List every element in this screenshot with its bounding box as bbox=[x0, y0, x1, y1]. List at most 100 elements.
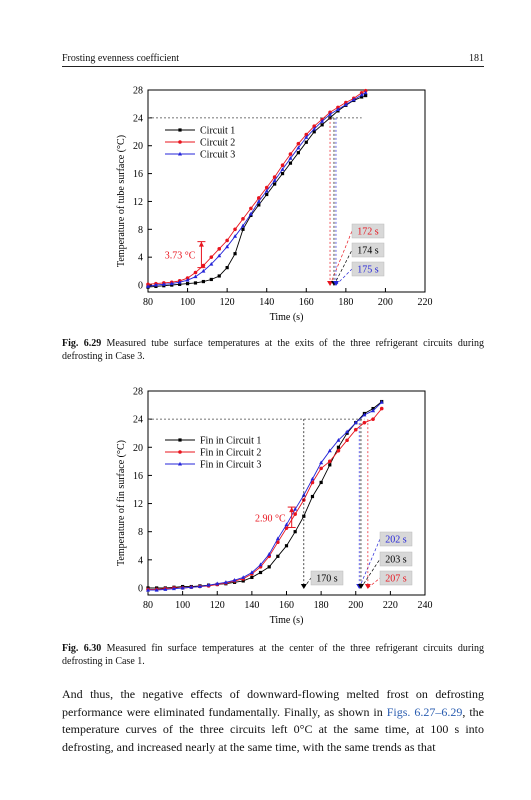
x-tick-label: 140 bbox=[244, 600, 259, 611]
callout-arrow bbox=[300, 583, 307, 589]
data-point bbox=[363, 90, 368, 95]
legend-marker bbox=[178, 438, 182, 442]
data-point bbox=[241, 575, 246, 579]
data-point bbox=[276, 540, 280, 545]
data-point bbox=[288, 161, 293, 165]
data-point bbox=[178, 282, 182, 286]
data-point bbox=[217, 253, 222, 258]
data-point bbox=[328, 463, 332, 467]
y-tick-label: 28 bbox=[133, 86, 143, 97]
data-point bbox=[193, 270, 198, 275]
data-point bbox=[351, 97, 356, 102]
data-point bbox=[185, 282, 190, 286]
callout-box bbox=[379, 531, 413, 547]
data-point bbox=[364, 93, 368, 98]
x-tick-label: 220 bbox=[418, 297, 433, 308]
legend-label: Fin in Circuit 2 bbox=[200, 448, 261, 459]
data-point bbox=[233, 227, 237, 232]
data-point bbox=[201, 268, 206, 273]
data-point bbox=[304, 132, 309, 137]
data-point bbox=[353, 427, 358, 432]
y-tick-label: 4 bbox=[138, 253, 143, 264]
delta-label: 3.73 °C bbox=[165, 251, 196, 262]
data-point bbox=[276, 554, 280, 558]
data-point bbox=[319, 460, 324, 465]
data-point bbox=[371, 408, 376, 413]
data-point bbox=[171, 586, 176, 591]
x-tick-label: 160 bbox=[279, 600, 294, 611]
data-point bbox=[264, 188, 269, 193]
data-point bbox=[362, 412, 367, 417]
legend-label: Circuit 3 bbox=[200, 150, 235, 161]
data-point bbox=[296, 141, 301, 146]
data-point bbox=[201, 279, 205, 284]
data-point bbox=[241, 227, 245, 231]
delta-arrow bbox=[198, 241, 204, 247]
legend-marker bbox=[178, 128, 182, 132]
y-tick-label: 12 bbox=[133, 499, 143, 510]
data-point bbox=[272, 178, 277, 183]
data-point bbox=[293, 530, 297, 534]
x-tick-label: 200 bbox=[378, 297, 393, 308]
data-point bbox=[265, 192, 269, 197]
data-point bbox=[264, 185, 269, 190]
data-point bbox=[232, 578, 237, 582]
legend-marker bbox=[178, 461, 182, 466]
x-tick-label: 240 bbox=[418, 600, 433, 611]
data-point bbox=[257, 196, 261, 200]
callout-label: 202 s bbox=[385, 535, 407, 546]
data-point bbox=[296, 151, 300, 155]
page-number: 181 bbox=[469, 53, 484, 64]
legend-marker bbox=[178, 450, 182, 454]
callout-arrow bbox=[327, 281, 334, 287]
callout-label: 170 s bbox=[316, 574, 338, 585]
data-point bbox=[275, 536, 280, 541]
callout-leader bbox=[360, 558, 381, 589]
data-point bbox=[362, 420, 367, 425]
series-line bbox=[148, 401, 383, 591]
data-point bbox=[360, 95, 364, 99]
callout-label: 174 s bbox=[357, 246, 379, 257]
data-point bbox=[312, 130, 316, 134]
legend-label: Fin in Circuit 1 bbox=[200, 436, 261, 447]
callout-box bbox=[351, 242, 385, 258]
data-point bbox=[257, 203, 261, 207]
data-point bbox=[284, 544, 289, 548]
data-point bbox=[280, 163, 285, 168]
callout-leader bbox=[367, 577, 381, 589]
x-tick-label: 220 bbox=[383, 600, 398, 611]
data-point bbox=[336, 445, 341, 449]
data-point bbox=[163, 587, 168, 591]
y-tick-label: 0 bbox=[138, 583, 143, 594]
data-point bbox=[206, 582, 211, 587]
data-point bbox=[154, 587, 159, 592]
x-tick-label: 120 bbox=[210, 600, 225, 611]
data-point bbox=[201, 263, 206, 268]
callout-box bbox=[351, 223, 385, 239]
header-title: Frosting evenness coefficient bbox=[62, 53, 180, 64]
delta-label: 2.90 °C bbox=[255, 513, 286, 524]
data-point bbox=[267, 552, 272, 556]
data-point bbox=[335, 107, 340, 112]
data-point bbox=[153, 282, 158, 287]
x-tick-label: 100 bbox=[180, 297, 195, 308]
figure-6-29-chart: 80 100 120 140 160 180 200 220 0 4 8 12 16 20 24 28 Time… bbox=[116, 86, 433, 324]
data-point bbox=[310, 476, 315, 481]
data-point bbox=[248, 211, 253, 216]
data-point bbox=[185, 277, 190, 282]
data-point bbox=[273, 182, 277, 186]
data-point bbox=[327, 448, 332, 453]
running-header: Frosting evenness coefficient 181 bbox=[62, 53, 484, 64]
figure-6-30-chart: 80 100 120 140 160 180 200 220 240 0 4 8 12 16 20 24 28 T… bbox=[116, 387, 433, 627]
data-point bbox=[193, 281, 198, 285]
data-point bbox=[146, 587, 150, 592]
y-tick-label: 12 bbox=[133, 197, 143, 208]
legend-label: Circuit 2 bbox=[200, 138, 235, 149]
figure-link[interactable]: Figs. 6.27–6.29 bbox=[386, 704, 463, 719]
data-point bbox=[353, 420, 358, 425]
data-point bbox=[359, 92, 364, 97]
x-tick-label: 180 bbox=[314, 600, 329, 611]
data-point bbox=[288, 156, 293, 160]
y-axis-label: Temperature of tube surface (°C) bbox=[116, 135, 127, 267]
data-point bbox=[217, 247, 222, 251]
